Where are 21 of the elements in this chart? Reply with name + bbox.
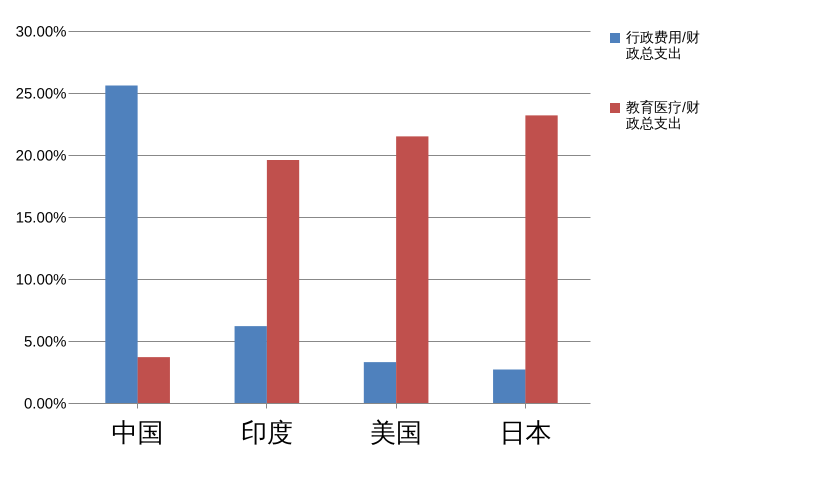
y-tick-label: 5.00%: [24, 334, 66, 350]
bar: [105, 86, 138, 403]
bar: [396, 136, 428, 403]
bar: [493, 370, 526, 403]
legend-label: 教育医疗/财政总支出: [626, 99, 700, 131]
bar: [138, 357, 170, 403]
x-tick-label: 中国: [112, 418, 164, 448]
x-tick-label: 日本: [499, 418, 552, 448]
y-tick-label: 25.00%: [16, 86, 66, 102]
y-tick-label: 0.00%: [24, 396, 66, 412]
y-tick-label: 15.00%: [16, 210, 66, 226]
bar: [525, 115, 558, 403]
bar: [364, 362, 396, 403]
bar: [266, 160, 300, 403]
y-tick-label: 20.00%: [16, 148, 66, 164]
bar: [234, 326, 267, 403]
y-tick-label: 10.00%: [16, 272, 66, 288]
legend-label: 行政费用/财政总支出: [626, 29, 700, 61]
x-tick-label: 美国: [370, 418, 422, 448]
y-tick-label: 30.00%: [16, 24, 66, 40]
x-tick-label: 印度: [240, 418, 293, 448]
